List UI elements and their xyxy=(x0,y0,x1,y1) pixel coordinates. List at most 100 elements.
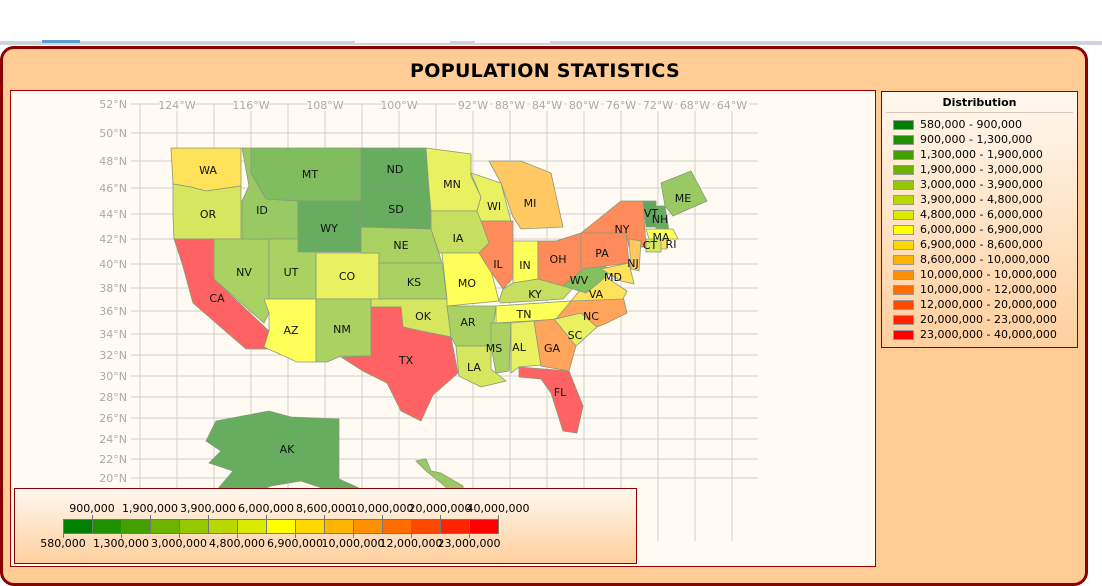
state-ak[interactable] xyxy=(205,410,378,507)
legend-label: 10,000,000 - 10,000,000 xyxy=(920,268,1057,281)
latitude-label: 20°N xyxy=(99,472,127,485)
legend-item: 10,000,000 - 10,000,000 xyxy=(882,267,1077,282)
longitude-label-bg xyxy=(234,99,268,111)
scale-tick xyxy=(382,515,383,520)
legend-divider xyxy=(886,112,1073,113)
state-label: MA xyxy=(652,231,669,244)
scale-tick xyxy=(266,515,267,520)
scale-swatch xyxy=(354,520,383,533)
legend-swatch xyxy=(893,134,914,145)
scale-swatch xyxy=(325,520,354,533)
state-label: AL xyxy=(512,341,527,354)
longitude-label-bg xyxy=(160,99,194,111)
legend-label: 20,000,000 - 23,000,000 xyxy=(920,313,1057,326)
tab-indicator xyxy=(42,40,80,43)
scale-tick xyxy=(150,515,151,520)
state-hi[interactable] xyxy=(415,458,464,497)
tab-indicator xyxy=(355,40,450,43)
scale-tick-label: 4,800,000 xyxy=(209,537,265,550)
us-population-map[interactable]: 52°N 50°N 48°N 46°N 44°N 42°N 40°N 38°N 36°N 34°N… xyxy=(11,91,876,567)
legend-item: 20,000,000 - 23,000,000 xyxy=(882,312,1077,327)
latitude-label: 46°N xyxy=(99,182,127,195)
longitude-label-bg xyxy=(604,99,638,111)
state-label: RI xyxy=(666,238,677,251)
state-label: MN xyxy=(443,178,461,191)
legend-item: 4,800,000 - 6,000,000 xyxy=(882,207,1077,222)
state-label: VT xyxy=(644,207,659,220)
legend-swatch xyxy=(893,179,914,190)
scale-tick-label: 1,900,000 xyxy=(122,502,178,515)
state-label: VA xyxy=(589,288,604,301)
scale-tick xyxy=(411,533,412,538)
longitude-label-bg xyxy=(382,99,416,111)
longitude-label: 92°W xyxy=(458,99,488,112)
legend-item: 10,000,000 - 12,000,000 xyxy=(882,282,1077,297)
scale-tick xyxy=(179,533,180,538)
state-fl[interactable] xyxy=(518,366,584,434)
latitude-label: 28°N xyxy=(99,391,127,404)
legend-item: 6,000,000 - 6,900,000 xyxy=(882,222,1077,237)
state-nj[interactable] xyxy=(628,238,642,272)
scale-tick xyxy=(63,533,64,538)
legend-swatch xyxy=(893,299,914,310)
latitude-label: 30°N xyxy=(99,370,127,383)
legend-swatch xyxy=(893,269,914,280)
longitude-label: 72°W xyxy=(643,99,673,112)
state-label: NE xyxy=(393,239,408,252)
legend-item: 3,900,000 - 4,800,000 xyxy=(882,192,1077,207)
legend-swatch xyxy=(893,254,914,265)
state-label: IL xyxy=(493,258,503,271)
latitude-label: 52°N xyxy=(99,98,127,111)
latitude-label: 50°N xyxy=(99,127,127,140)
legend-label: 1,300,000 - 1,900,000 xyxy=(920,148,1043,161)
scale-tick xyxy=(92,515,93,520)
legend-item: 6,900,000 - 8,600,000 xyxy=(882,237,1077,252)
state-label: IA xyxy=(453,232,464,245)
state-label: OK xyxy=(415,310,432,323)
latitude-label: 26°N xyxy=(99,412,127,425)
latitude-label: 48°N xyxy=(99,155,127,168)
latitude-label: 32°N xyxy=(99,349,127,362)
legend-item: 1,300,000 - 1,900,000 xyxy=(882,147,1077,162)
page-title: POPULATION STATISTICS xyxy=(410,60,680,82)
scale-tick-label: 12,000,000 xyxy=(379,537,443,550)
longitude-label: 64°W xyxy=(717,99,747,112)
state-mi[interactable] xyxy=(488,160,564,230)
scale-swatch xyxy=(93,520,122,533)
scale-tick-label: 6,000,000 xyxy=(238,502,294,515)
legend-label: 4,800,000 - 6,000,000 xyxy=(920,208,1043,221)
scale-tick xyxy=(208,515,209,520)
longitude-label: 88°W xyxy=(495,99,525,112)
state-ct[interactable] xyxy=(645,238,662,253)
longitude-label: 116°W xyxy=(232,99,269,112)
state-al[interactable] xyxy=(510,320,542,374)
state-il[interactable] xyxy=(478,220,514,290)
state-label: MT xyxy=(302,168,318,181)
state-label: KY xyxy=(528,288,542,301)
state-ms[interactable] xyxy=(490,322,512,374)
state-ri[interactable] xyxy=(660,238,668,250)
scale-tick-label: 1,300,000 xyxy=(93,537,149,550)
legend-label: 6,000,000 - 6,900,000 xyxy=(920,223,1043,236)
longitude-label: 124°W xyxy=(158,99,195,112)
state-label: NJ xyxy=(627,257,638,270)
color-scale-bar xyxy=(63,519,499,534)
state-tx[interactable] xyxy=(339,306,459,422)
legend-swatch xyxy=(893,329,914,340)
legend-label: 10,000,000 - 12,000,000 xyxy=(920,283,1057,296)
longitude-label: 80°W xyxy=(569,99,599,112)
scale-swatch xyxy=(209,520,238,533)
scale-swatch xyxy=(64,520,93,533)
legend-swatch xyxy=(893,239,914,250)
legend-swatch xyxy=(893,224,914,235)
state-me[interactable] xyxy=(660,170,708,217)
longitude-label-bg xyxy=(456,99,490,111)
state-or[interactable] xyxy=(172,183,242,240)
scale-tick xyxy=(295,533,296,538)
browser-toolbar-edge xyxy=(0,41,1102,45)
state-label: WV xyxy=(570,274,589,287)
scale-tick xyxy=(469,533,470,538)
state-ma[interactable] xyxy=(645,228,679,240)
state-md[interactable] xyxy=(599,262,635,285)
map-panel: 52°N 50°N 48°N 46°N 44°N 42°N 40°N 38°N 36°N 34°N… xyxy=(10,90,876,567)
